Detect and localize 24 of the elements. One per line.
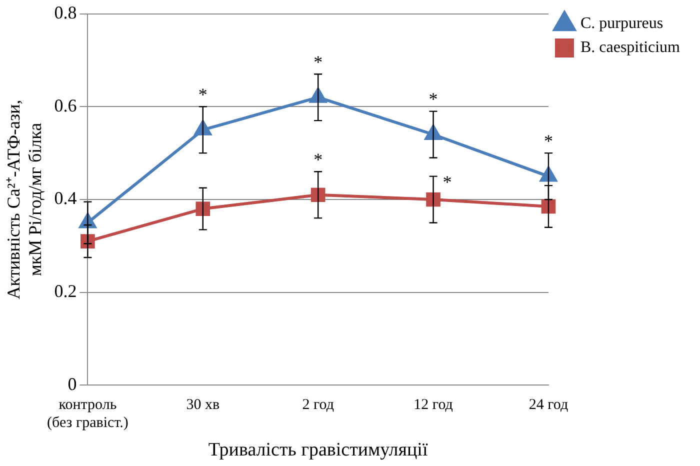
point	[310, 188, 326, 202]
point	[196, 202, 210, 216]
annotation: *	[198, 84, 208, 104]
y-axis-title: Активність Ca²⁺-АТФ-ази, мкМ Pi/год/мг білка	[4, 100, 46, 300]
annotation: *	[428, 89, 438, 110]
legend-label: B. caespiticium	[580, 39, 681, 56]
x-axis-title: Тривалість гравістимуляції	[208, 440, 428, 461]
x-tick-label: контроль (без гравіст.)	[47, 397, 128, 432]
annotation: *	[314, 52, 323, 72]
annotation: *	[314, 149, 323, 170]
point	[80, 234, 95, 248]
x-tick-label: 12 год	[414, 397, 454, 414]
x-tick-label: 30 хв	[186, 397, 220, 414]
y-tick-label: 0	[68, 374, 77, 394]
x-tick-label: 2 год	[302, 397, 334, 414]
y-tick-label: 0.8	[54, 2, 77, 23]
annotation: *	[442, 172, 452, 192]
legend-label: C. purpureus	[580, 15, 664, 32]
y-tick-label: 0.6	[54, 95, 77, 116]
x-tick-label: 24 год	[528, 397, 568, 414]
point	[541, 199, 556, 214]
y-tick-label: 0.2	[54, 281, 77, 302]
y-tick-label: 0.4	[54, 188, 77, 208]
annotation: *	[544, 130, 553, 151]
